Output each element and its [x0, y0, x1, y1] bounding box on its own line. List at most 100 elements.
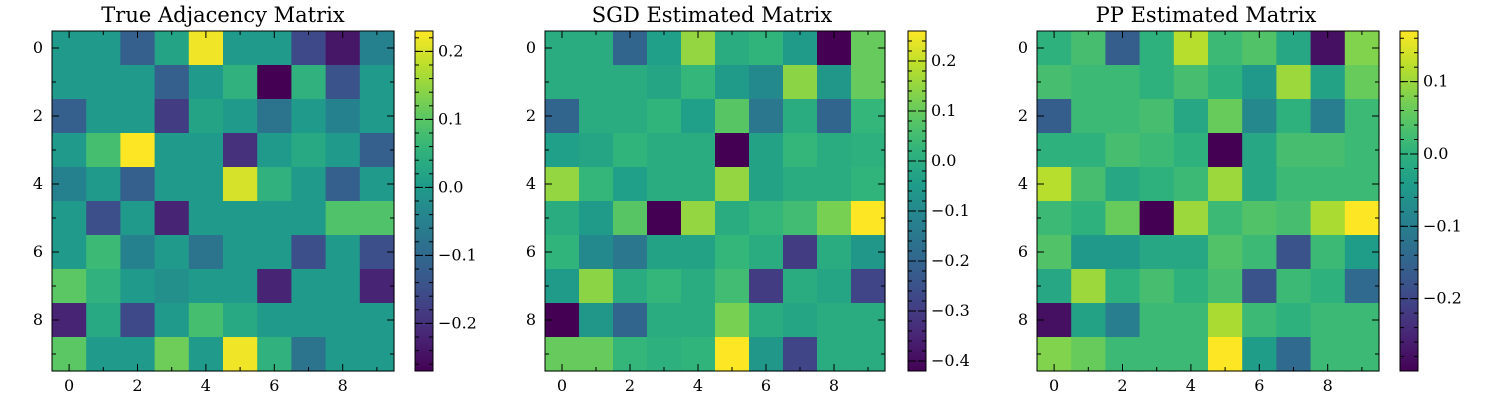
colorbar-tick-label: 0.0: [438, 177, 463, 196]
heatmap-cell-1-9: [851, 65, 886, 100]
heatmap-cell-2-6: [1242, 99, 1277, 134]
y-tick-label: 0: [1018, 38, 1028, 57]
heatmap-cell-0-3: [647, 31, 682, 66]
heatmap-cell-4-6: [749, 167, 784, 202]
y-tick-label: 8: [526, 310, 536, 329]
heatmap-cell-1-5: [1208, 65, 1243, 100]
heatmap-cell-2-5: [223, 99, 258, 134]
heatmap-cell-7-1: [1071, 269, 1106, 304]
heatmap-cell-3-7: [783, 133, 818, 168]
heatmap-cell-8-1: [86, 303, 121, 338]
heatmap-cell-7-4: [681, 269, 716, 304]
panel-true-adjacency: True Adjacency Matrix 0 2 4 6 8 0 2 4 6 8 −0.2 −0.1 0…: [33, 3, 477, 395]
heatmap-cell-2-5: [1208, 99, 1243, 134]
heatmap-cell-6-4: [681, 235, 716, 270]
heatmap-cell-1-1: [579, 65, 614, 100]
heatmap-cell-0-5: [715, 31, 750, 66]
plot-frame: [544, 30, 886, 372]
heatmap-cell-3-8: [1310, 133, 1346, 168]
heatmap-cell-6-2: [120, 235, 156, 270]
heatmap-cell-5-6: [749, 201, 784, 236]
heatmap-cell-6-3: [154, 235, 190, 270]
heatmap-cell-7-1: [86, 269, 121, 304]
heatmap-cell-5-5: [1208, 201, 1243, 236]
heatmap-cell-9-3: [647, 337, 682, 372]
heatmap-cell-6-6: [749, 235, 784, 270]
heatmap-cell-0-7: [783, 31, 818, 66]
heatmap-cell-6-7: [291, 235, 327, 270]
heatmap-cell-9-9: [359, 337, 395, 372]
heatmap-cell-2-1: [86, 99, 121, 134]
heatmap-cell-5-8: [325, 201, 361, 236]
plot-frame: [1036, 30, 1380, 372]
heatmap-cell-1-0: [52, 65, 87, 100]
heatmap-cell-7-0: [52, 269, 87, 304]
y-tick-label: 2: [526, 106, 536, 125]
heatmap-cell-9-1: [1071, 337, 1106, 372]
y-tick-label: 0: [526, 38, 536, 57]
x-tick-label: 4: [693, 376, 703, 395]
heatmap-cell-6-2: [613, 235, 648, 270]
heatmap-cell-1-2: [613, 65, 648, 100]
y-tick-label: 6: [526, 242, 536, 261]
y-tick-label: 4: [526, 174, 536, 193]
heatmap-cell-5-0: [52, 201, 87, 236]
heatmap-cell-9-7: [291, 337, 327, 372]
x-tick-label: 6: [269, 376, 279, 395]
heatmap-cell-8-6: [749, 303, 784, 338]
heatmap-cell-1-8: [1310, 65, 1346, 100]
heatmap-cell-5-6: [257, 201, 292, 236]
x-tick-label: 0: [557, 376, 567, 395]
heatmap-cell-3-4: [1173, 133, 1209, 168]
heatmap-cell-4-1: [86, 167, 121, 202]
x-tick-label: 6: [761, 376, 771, 395]
heatmap-cell-3-4: [681, 133, 716, 168]
heatmap-cell-3-8: [817, 133, 852, 168]
heatmap-cell-5-3: [1139, 201, 1175, 236]
colorbar-tick-label: −0.2: [1423, 289, 1462, 308]
heatmap-cell-1-3: [1139, 65, 1175, 100]
heatmap-cell-2-1: [579, 99, 614, 134]
heatmap-cell-4-2: [613, 167, 648, 202]
heatmap-cell-5-8: [1310, 201, 1346, 236]
heatmap-cell-4-3: [647, 167, 682, 202]
heatmap-cell-1-2: [120, 65, 156, 100]
heatmap-cell-3-2: [120, 133, 156, 168]
heatmap-cell-1-6: [257, 65, 292, 100]
heatmap-cell-9-5: [715, 337, 750, 372]
heatmap-cell-7-9: [359, 269, 395, 304]
heatmap-cell-9-7: [1276, 337, 1312, 372]
heatmap-cell-7-5: [715, 269, 750, 304]
heatmap-cell-3-2: [613, 133, 648, 168]
heatmap-cell-9-1: [86, 337, 121, 372]
colorbar-tick-label: −0.4: [931, 351, 970, 370]
heatmap-cell-7-7: [1276, 269, 1312, 304]
heatmap-cell-0-7: [291, 31, 327, 66]
heatmap-cell-6-2: [1105, 235, 1141, 270]
heatmap-cell-4-8: [325, 167, 361, 202]
x-tick-label: 0: [64, 376, 74, 395]
x-tick-label: 4: [1186, 376, 1196, 395]
heatmap-cell-8-4: [681, 303, 716, 338]
heatmap-cell-1-4: [1173, 65, 1209, 100]
heatmap-cell-8-8: [817, 303, 852, 338]
heatmap-cell-3-8: [325, 133, 361, 168]
heatmap-cell-2-4: [681, 99, 716, 134]
heatmap-cell-0-1: [86, 31, 121, 66]
heatmap-cell-1-6: [1242, 65, 1277, 100]
heatmap-cell-1-9: [1344, 65, 1380, 100]
heatmap-cell-6-1: [579, 235, 614, 270]
heatmap-cell-3-5: [1208, 133, 1243, 168]
heatmap-cell-5-4: [681, 201, 716, 236]
heatmap-cell-0-3: [154, 31, 190, 66]
heatmap-cell-6-1: [86, 235, 121, 270]
heatmap-cell-2-8: [325, 99, 361, 134]
heatmap-cell-7-0: [1037, 269, 1072, 304]
heatmap-cell-7-8: [1310, 269, 1346, 304]
heatmap-cell-2-3: [154, 99, 190, 134]
chart-title: SGD Estimated Matrix: [592, 3, 833, 27]
colorbar-tick-label: 0.0: [931, 151, 956, 170]
heatmap-cell-9-3: [1139, 337, 1175, 372]
heatmap-cell-4-2: [120, 167, 156, 202]
heatmap-cell-8-5: [715, 303, 750, 338]
